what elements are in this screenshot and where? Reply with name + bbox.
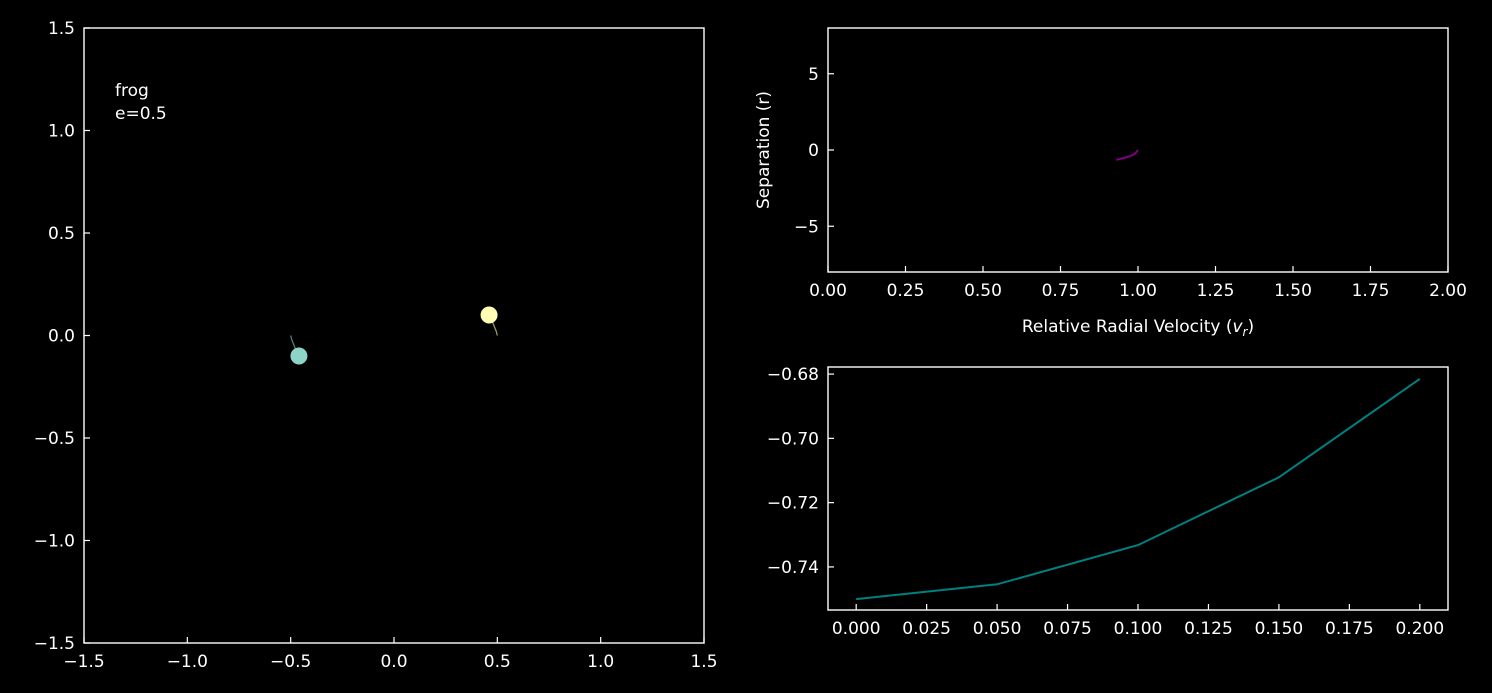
orbit-x-tick-label: 1.5 bbox=[690, 652, 717, 672]
orbit-x-tick-label: −0.5 bbox=[270, 652, 311, 672]
orbit-y-tick-label: −0.5 bbox=[34, 429, 75, 449]
energy-x-tick-label: 0.175 bbox=[1325, 619, 1374, 639]
energy-series-line bbox=[856, 378, 1421, 601]
phase-y-tick-label: −5 bbox=[794, 217, 819, 237]
energy-x-tick-label: 0.050 bbox=[973, 619, 1022, 639]
orbit-y-tick-label: −1.0 bbox=[34, 532, 75, 552]
energy-y-tick-label: −0.68 bbox=[767, 365, 819, 385]
orbit-x-tick-label: −1.5 bbox=[63, 652, 104, 672]
energy-x-tick-label: 0.100 bbox=[1114, 619, 1163, 639]
energy-x-tick-label: 0.200 bbox=[1395, 619, 1444, 639]
phase-x-tick-label: 1.00 bbox=[1119, 281, 1157, 301]
phase-x-axis-label: Relative Radial Velocity (vr) bbox=[1022, 317, 1254, 339]
energy-marks bbox=[856, 378, 1421, 601]
orbit-x-tick-label: 0.0 bbox=[380, 652, 407, 672]
orbit-ticks: −1.5 −1.0 −0.5 0.0 0.5 1.0 1.5 −1.5 −1.0 −0.5 0.0 0… bbox=[34, 19, 718, 672]
phase-x-tick-label: 1.50 bbox=[1274, 281, 1312, 301]
orbit-x-tick-label: 0.5 bbox=[484, 652, 511, 672]
body-point bbox=[290, 347, 308, 365]
orbit-y-tick-label: 1.5 bbox=[48, 19, 75, 39]
phase-x-tick-label: 0.00 bbox=[809, 281, 847, 301]
energy-x-tick-label: 0.075 bbox=[1043, 619, 1092, 639]
orbit-panel: −1.5 −1.0 −0.5 0.0 0.5 1.0 1.5 −1.5 −1.0 −0.5 0.0 0… bbox=[34, 19, 718, 672]
energy-x-tick-label: 0.000 bbox=[832, 619, 881, 639]
phase-y-axis-label: Separation (r) bbox=[754, 91, 774, 209]
annotation-eccentricity: e=0.5 bbox=[115, 104, 167, 124]
orbit-y-tick-label: 0.0 bbox=[48, 327, 75, 347]
phase-panel: 0.00 0.25 0.50 0.75 1.00 1.25 1.50 1.75 2.00 −5 0 5… bbox=[754, 27, 1467, 339]
phase-x-tick-label: 0.75 bbox=[1042, 281, 1080, 301]
energy-y-tick-label: −0.70 bbox=[767, 429, 819, 449]
energy-panel: 0.000 0.025 0.050 0.075 0.100 0.125 0.150 0.175… bbox=[767, 365, 1449, 639]
phase-x-tick-label: 2.00 bbox=[1429, 281, 1467, 301]
phase-x-tick-label: 0.50 bbox=[964, 281, 1002, 301]
orbit-y-tick-label: 0.5 bbox=[48, 224, 75, 244]
orbit-axes-frame bbox=[83, 27, 705, 644]
phase-x-tick-label: 0.25 bbox=[887, 281, 925, 301]
orbit-x-tick-label: −1.0 bbox=[167, 652, 208, 672]
phase-series-line bbox=[1116, 149, 1139, 161]
orbit-marks bbox=[290, 306, 498, 365]
body-point bbox=[480, 306, 498, 324]
orbit-y-tick-label: −1.5 bbox=[34, 634, 75, 654]
energy-ticks: 0.000 0.025 0.050 0.075 0.100 0.125 0.150 0.175… bbox=[767, 365, 1444, 639]
phase-marks bbox=[1116, 149, 1139, 161]
energy-x-tick-label: 0.125 bbox=[1184, 619, 1233, 639]
energy-y-tick-label: −0.74 bbox=[767, 558, 819, 578]
phase-x-tick-label: 1.75 bbox=[1352, 281, 1390, 301]
energy-x-tick-label: 0.025 bbox=[902, 619, 951, 639]
energy-x-tick-label: 0.150 bbox=[1255, 619, 1304, 639]
orbit-y-tick-label: 1.0 bbox=[48, 122, 75, 142]
energy-y-tick-label: −0.72 bbox=[767, 494, 819, 514]
orbit-x-tick-label: 1.0 bbox=[587, 652, 614, 672]
phase-y-tick-label: 0 bbox=[808, 141, 819, 161]
phase-ticks: 0.00 0.25 0.50 0.75 1.00 1.25 1.50 1.75 2.00 −5 0 5 bbox=[794, 65, 1467, 301]
phase-y-tick-label: 5 bbox=[808, 65, 819, 85]
energy-axes-frame bbox=[827, 366, 1449, 611]
annotation-method: frog bbox=[115, 81, 149, 101]
phase-x-tick-label: 1.25 bbox=[1197, 281, 1235, 301]
